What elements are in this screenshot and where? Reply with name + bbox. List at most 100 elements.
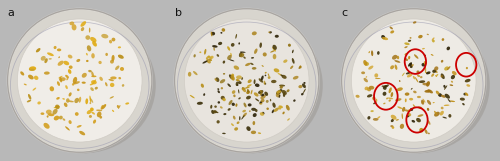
Ellipse shape [298,85,302,88]
Ellipse shape [447,66,450,70]
Ellipse shape [227,55,232,60]
Ellipse shape [408,109,411,112]
Ellipse shape [48,113,54,116]
Ellipse shape [239,52,242,57]
Ellipse shape [206,56,210,59]
Ellipse shape [410,108,413,111]
Ellipse shape [118,105,120,109]
Ellipse shape [384,85,387,88]
Ellipse shape [280,74,283,76]
Ellipse shape [293,99,296,102]
Ellipse shape [247,89,250,93]
Ellipse shape [270,50,276,53]
Ellipse shape [444,85,446,88]
Ellipse shape [392,126,394,129]
Ellipse shape [112,110,114,112]
Ellipse shape [240,53,244,57]
Ellipse shape [266,100,268,103]
Ellipse shape [90,96,91,102]
Ellipse shape [413,76,416,79]
Ellipse shape [216,120,220,123]
Ellipse shape [229,74,233,79]
Ellipse shape [118,46,121,48]
Ellipse shape [402,107,406,112]
Ellipse shape [293,76,298,80]
Ellipse shape [424,66,426,72]
Ellipse shape [278,73,281,76]
Ellipse shape [426,34,429,35]
Ellipse shape [361,71,365,74]
Ellipse shape [260,91,263,96]
Ellipse shape [418,114,424,117]
Ellipse shape [424,90,430,93]
Ellipse shape [54,106,60,108]
Ellipse shape [58,61,64,66]
Ellipse shape [224,113,226,115]
Ellipse shape [97,112,102,117]
Ellipse shape [264,72,266,74]
Ellipse shape [115,66,119,70]
Ellipse shape [250,63,254,65]
Ellipse shape [446,47,450,50]
Ellipse shape [407,73,412,77]
Ellipse shape [388,97,393,99]
Ellipse shape [426,81,430,87]
Ellipse shape [93,119,96,124]
Ellipse shape [64,103,68,107]
Ellipse shape [444,94,450,99]
Ellipse shape [236,34,237,39]
Ellipse shape [252,31,257,35]
Ellipse shape [66,77,68,80]
Ellipse shape [86,35,90,40]
Ellipse shape [222,61,225,64]
Ellipse shape [67,100,74,102]
Ellipse shape [52,109,58,115]
Ellipse shape [82,82,86,84]
Ellipse shape [76,125,82,128]
Ellipse shape [364,62,369,66]
Text: a: a [8,8,14,18]
Ellipse shape [286,89,290,92]
Ellipse shape [236,75,242,79]
Ellipse shape [364,78,368,82]
Ellipse shape [214,105,217,108]
Ellipse shape [364,86,368,90]
Ellipse shape [425,72,430,74]
Ellipse shape [303,89,306,93]
Ellipse shape [434,111,438,115]
Ellipse shape [239,116,240,120]
Ellipse shape [24,84,27,85]
Ellipse shape [44,71,50,75]
Ellipse shape [413,91,416,93]
Ellipse shape [96,109,102,111]
Ellipse shape [266,108,269,110]
Ellipse shape [435,75,437,77]
Ellipse shape [66,98,70,103]
Ellipse shape [246,91,250,94]
Ellipse shape [201,84,204,88]
Text: b: b [174,8,182,18]
Ellipse shape [268,76,270,79]
Ellipse shape [394,60,400,63]
Ellipse shape [212,110,217,114]
Ellipse shape [260,95,266,99]
Ellipse shape [73,77,77,84]
Ellipse shape [419,80,425,83]
Ellipse shape [74,98,79,103]
Ellipse shape [69,65,72,69]
Ellipse shape [268,31,270,33]
Ellipse shape [244,57,246,59]
Ellipse shape [88,70,92,72]
Ellipse shape [110,96,114,99]
Ellipse shape [90,102,92,104]
Ellipse shape [102,104,106,109]
Ellipse shape [363,60,367,66]
Ellipse shape [440,73,445,79]
Ellipse shape [373,102,376,104]
Ellipse shape [208,58,212,61]
Ellipse shape [216,54,219,57]
Ellipse shape [232,103,235,106]
Ellipse shape [248,79,252,83]
Ellipse shape [218,88,220,90]
Ellipse shape [388,87,392,93]
